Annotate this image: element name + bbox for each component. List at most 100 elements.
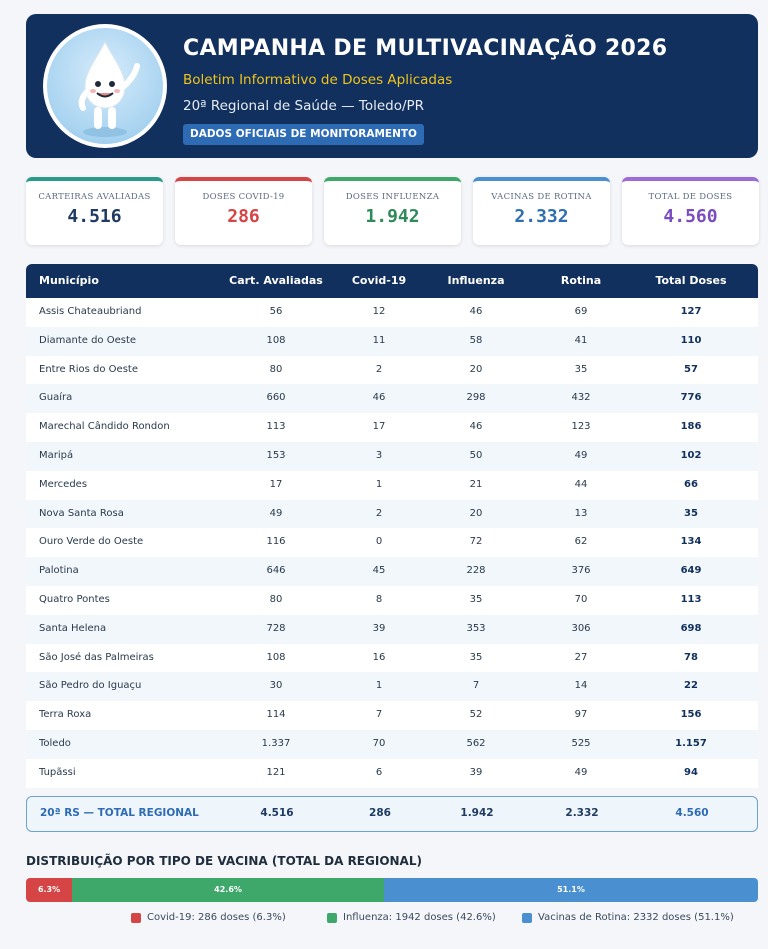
total-carteiras: 4.516	[260, 807, 294, 819]
table-cell: 52	[469, 709, 483, 721]
table-cell: 56	[269, 306, 283, 317]
table-cell: 46	[372, 392, 386, 404]
table-row: Ouro Verde do Oeste 116 0 72 62 134	[26, 528, 758, 558]
table-cell: 13	[574, 507, 588, 519]
table-cell: Palotina	[39, 565, 79, 577]
table-cell: 1	[375, 680, 383, 692]
col-header-rotina: Rotina	[560, 274, 602, 287]
table-cell: 46	[469, 421, 483, 433]
legend-swatch	[522, 912, 532, 923]
table-cell: Assis Chateaubriand	[39, 306, 142, 317]
col-header-carteiras: Cart. Avaliadas	[229, 274, 323, 287]
table-cell: Mercedes	[39, 478, 88, 490]
table-cell: 39	[372, 622, 386, 634]
table-row: Assis Chateaubriand 56 12 46 69 127	[26, 298, 758, 327]
distribution-title: DISTRIBUIÇÃO POR TIPO DE VACINA (TOTAL D…	[26, 854, 422, 868]
table-cell: 30	[269, 680, 283, 692]
table-cell: 127	[680, 306, 702, 317]
table-cell: 78	[684, 651, 698, 663]
table-cell: 7	[375, 709, 383, 721]
stat-card: DOSES INFLUENZA 1.942	[324, 177, 461, 245]
col-header-municipio: Município	[39, 274, 99, 287]
table-cell: 186	[680, 421, 702, 433]
legend-label: Vacinas de Rotina: 2332 doses (51.1%)	[538, 912, 734, 923]
table-cell: 2	[375, 507, 383, 519]
table-cell: 7	[472, 680, 480, 692]
legend-swatch	[327, 912, 337, 923]
official-data-badge: DADOS OFICIAIS DE MONITORAMENTO	[183, 124, 424, 145]
table-cell: Toledo	[39, 737, 71, 749]
table-cell: 44	[574, 478, 588, 490]
table-cell: 123	[571, 421, 591, 433]
total-doses: 4.560	[675, 807, 709, 819]
table-cell: 57	[684, 363, 698, 375]
total-covid: 286	[369, 807, 391, 819]
table-cell: 6	[375, 766, 383, 778]
table-cell: 2	[375, 363, 383, 375]
table-cell: 72	[469, 536, 483, 548]
table-cell: 8	[375, 593, 383, 605]
table-cell: 1	[375, 478, 383, 490]
legend-label: Covid-19: 286 doses (6.3%)	[147, 912, 286, 923]
table-cell: 108	[266, 334, 286, 346]
table-row: Nova Santa Rosa 49 2 20 13 35	[26, 499, 758, 529]
table-cell: 376	[571, 565, 591, 577]
table-cell: 20	[469, 363, 483, 375]
table-cell: 49	[269, 507, 283, 519]
distribution-segment: 6.3%	[26, 878, 73, 902]
table-cell: 35	[469, 593, 483, 605]
table-cell: 22	[684, 680, 698, 692]
vaccine-drop-mascot-icon	[43, 24, 167, 148]
stat-card: VACINAS DE ROTINA 2.332	[473, 177, 610, 245]
stat-card: DOSES COVID-19 286	[175, 177, 312, 245]
table-cell: Entre Rios do Oeste	[39, 363, 138, 375]
table-cell: 39	[469, 766, 483, 778]
region-label: 20ª Regional de Saúde — Toledo/PR	[183, 98, 425, 114]
distribution-segment: 42.6%	[72, 878, 384, 902]
table-cell: 12	[372, 306, 386, 317]
table-cell: 94	[684, 766, 698, 778]
stat-card: TOTAL DE DOSES 4.560	[622, 177, 759, 245]
table-cell: 80	[269, 593, 283, 605]
table-row: Mercedes 17 1 21 44 66	[26, 470, 758, 500]
table-cell: 62	[574, 536, 588, 548]
table-cell: 121	[266, 766, 286, 778]
table-cell: 66	[684, 478, 698, 490]
table-cell: 113	[266, 421, 286, 433]
table-cell: Nova Santa Rosa	[39, 507, 124, 519]
table-cell: 14	[574, 680, 588, 692]
stat-value: 286	[227, 206, 260, 227]
table-cell: 49	[574, 766, 588, 778]
table-cell: 113	[680, 593, 702, 605]
table-cell: 306	[571, 622, 591, 634]
table-cell: São José das Palmeiras	[39, 651, 154, 663]
table-cell: 3	[375, 449, 383, 461]
table-row: São Pedro do Iguaçu 30 1 7 14 22	[26, 672, 758, 702]
table-row: Maripá 153 3 50 49 102	[26, 441, 758, 471]
table-cell: 228	[466, 565, 486, 577]
table-cell: 156	[680, 709, 702, 721]
table-row: Quatro Pontes 80 8 35 70 113	[26, 585, 758, 615]
table-body: Assis Chateaubriand 56 12 46 69 127 Diamante d…	[26, 298, 758, 788]
table-row: Guaíra 660 46 298 432 776	[26, 384, 758, 414]
table-row: Toledo 1.337 70 562 525 1.157	[26, 729, 758, 759]
table-cell: 69	[574, 306, 588, 317]
table-cell: 35	[469, 651, 483, 663]
table-row: Marechal Cândido Rondon 113 17 46 123 186	[26, 413, 758, 442]
stat-value: 4.560	[663, 206, 718, 227]
table-cell: 108	[266, 651, 286, 663]
table-cell: Ouro Verde do Oeste	[39, 536, 144, 548]
table-cell: Maripá	[39, 449, 74, 461]
table-cell: 698	[680, 622, 702, 634]
table-cell: 114	[266, 709, 286, 721]
distribution-segment: 51.1%	[383, 878, 758, 902]
table-cell: 58	[469, 334, 483, 346]
table-header: Município Cart. Avaliadas Covid-19 Influ…	[26, 264, 758, 298]
table-cell: 110	[680, 334, 702, 346]
table-cell: 80	[269, 363, 283, 375]
table-cell: 649	[680, 565, 702, 577]
legend-item: Influenza: 1942 doses (42.6%)	[327, 912, 496, 923]
table-cell: 116	[266, 536, 286, 548]
municipality-table: Município Cart. Avaliadas Covid-19 Influ…	[26, 264, 758, 788]
table-cell: Guaíra	[39, 392, 73, 404]
